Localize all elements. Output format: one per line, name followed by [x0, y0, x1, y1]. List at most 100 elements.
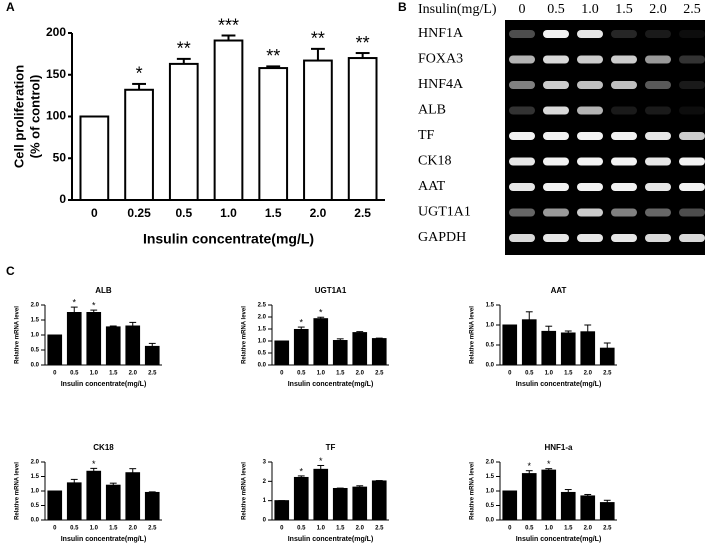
gel-band [611, 55, 637, 64]
y-tick-label: 3 [263, 460, 267, 466]
y-tick-label: 1.0 [31, 489, 40, 495]
gene-label: AAT [418, 179, 446, 194]
x-tick-label: 2.5 [148, 371, 157, 377]
y-axis-label: Relative mRNA level [15, 462, 21, 520]
gel-band [679, 55, 705, 64]
gel-band [679, 208, 705, 217]
gel-band [611, 183, 637, 191]
chart-title: AAT [551, 286, 567, 295]
y-tick-label: 2.5 [258, 303, 267, 309]
bar [125, 472, 141, 521]
x-tick-label: 1.0 [317, 371, 326, 377]
x-tick-label: 1.5 [564, 526, 573, 532]
x-tick-label: 2.5 [603, 371, 612, 377]
y-tick-label: 1.5 [486, 303, 495, 309]
bar [352, 486, 368, 521]
significance-label: * [547, 459, 551, 469]
gel-band [645, 81, 671, 89]
gel-band [611, 234, 637, 242]
x-tick-label: 0 [508, 371, 512, 377]
x-tick-label: 2.0 [129, 526, 138, 532]
x-tick-label: 1.0 [90, 371, 99, 377]
gene-label: FOXA3 [418, 52, 463, 67]
gel-band [577, 81, 603, 89]
gel-band [645, 157, 671, 166]
bar [347, 57, 378, 201]
gel-band [645, 132, 671, 140]
gel-band [509, 183, 535, 191]
bar [560, 332, 576, 366]
lane-label: 2.0 [649, 2, 667, 17]
y-tick-label: 1.5 [31, 474, 40, 480]
gel-band [509, 157, 535, 166]
y-tick-label: 0.5 [258, 351, 267, 357]
gel-band [509, 208, 535, 217]
gel-band [543, 183, 569, 191]
y-tick-label: 0.5 [486, 343, 495, 349]
gel-band [543, 81, 569, 89]
gel-header: Insulin(mg/L) [418, 2, 497, 17]
bar [144, 491, 160, 521]
y-axis-label: Relative mRNA level [15, 306, 21, 364]
bar [258, 67, 289, 201]
lane-label: 1.5 [615, 2, 633, 17]
gel-band [679, 132, 705, 140]
gel-band [543, 30, 569, 38]
y-tick-label: 2.0 [31, 460, 40, 466]
y-axis-label: Relative mRNA level [470, 462, 476, 520]
gel-band [577, 157, 603, 166]
gel-band [645, 234, 671, 242]
bar [66, 312, 82, 366]
bar [521, 473, 537, 521]
gene-label: ALB [418, 103, 446, 118]
x-tick-label: 2.0 [356, 526, 365, 532]
x-tick-label: 1.5 [564, 371, 573, 377]
chart-title: UGT1A1 [315, 286, 347, 295]
y-tick-label: 0.0 [486, 518, 495, 524]
y-tick-label: 150 [46, 67, 66, 81]
bar [332, 487, 348, 521]
significance-label: ** [177, 39, 191, 59]
bar [274, 340, 290, 366]
gel-band [679, 30, 705, 38]
y-axis-label: Relative mRNA level [242, 306, 248, 364]
y-tick-label: 1 [263, 498, 267, 504]
gel-band [577, 55, 603, 64]
significance-label: ** [266, 46, 280, 66]
x-tick-label: 0.5 [175, 206, 192, 220]
y-tick-label: 2.0 [31, 303, 40, 309]
chart-title: CK18 [93, 443, 114, 452]
lane-label: 2.5 [683, 2, 701, 17]
gel-image [505, 20, 705, 255]
significance-label: ** [356, 33, 370, 53]
significance-label: * [92, 300, 96, 310]
y-tick-label: 0 [263, 518, 267, 524]
gel-band [679, 106, 705, 115]
y-tick-label: 1.5 [258, 327, 267, 333]
y-tick-label: 100 [46, 109, 66, 123]
bar [371, 338, 387, 366]
bar [293, 476, 309, 521]
bar [86, 312, 102, 366]
x-axis-label: Insulin concentrate(mg/L) [516, 381, 602, 388]
significance-label: ** [311, 29, 325, 49]
gel-band [611, 106, 637, 115]
bar [580, 331, 596, 366]
x-tick-label: 0 [53, 371, 57, 377]
x-axis-label: Insulin concentrate(mg/L) [143, 231, 314, 247]
bar [352, 332, 368, 366]
bar [502, 324, 518, 366]
y-tick-label: 0.5 [31, 503, 40, 509]
x-tick-label: 1.5 [336, 526, 345, 532]
gel-band [645, 30, 671, 38]
significance-label: * [299, 466, 303, 476]
gel-band [611, 132, 637, 140]
bar [313, 468, 329, 521]
gel-band [679, 183, 705, 191]
bar [371, 480, 387, 521]
bar [502, 490, 518, 521]
gel-band [543, 234, 569, 242]
gel-band [679, 157, 705, 166]
bar [47, 490, 63, 521]
gel-band [577, 30, 603, 38]
